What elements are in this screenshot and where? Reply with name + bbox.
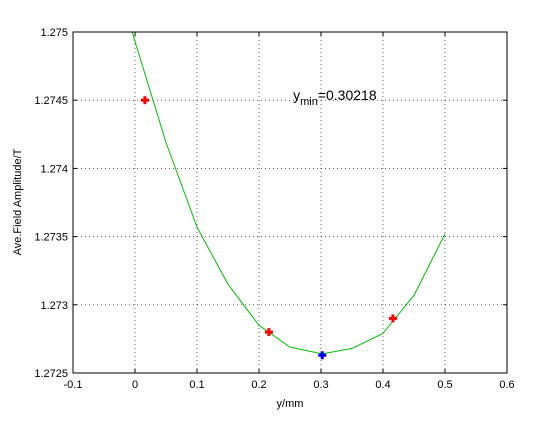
annotation-subscript: min [300,96,318,108]
x-tick-label: 0.1 [189,379,204,391]
x-tick-label: 0.6 [499,379,514,391]
x-tick-label: 0.5 [437,379,452,391]
y-axis-label: Ave.Field Amplitude/T [12,148,24,255]
data-point-marker [388,314,397,323]
minimum-point-marker [318,351,327,360]
tick-marks [72,31,508,374]
y-tick-label: 1.2725 [34,368,68,380]
annotation-value: =0.30218 [318,87,377,103]
y-tick-label: 1.273 [40,300,68,312]
data-point-marker [264,328,273,337]
x-tick-label: 0.4 [375,379,390,391]
x-tick-labels: -0.1 0 0.1 0.2 0.3 0.4 0.5 0.6 [64,379,515,391]
grid-lines [73,32,507,373]
ymin-annotation: ymin=0.30218 [293,87,377,108]
x-tick-label: -0.1 [64,379,83,391]
y-tick-label: 1.274 [40,163,68,175]
x-tick-label: 0.2 [251,379,266,391]
y-tick-label: 1.2745 [34,95,68,107]
y-tick-label: 1.275 [40,27,68,39]
x-tick-label: 0 [132,379,138,391]
axes-box [72,31,508,374]
y-tick-label: 1.2735 [34,232,68,244]
x-axis-label: y/mm [277,398,304,410]
y-tick-labels: 1.2725 1.273 1.2735 1.274 1.2745 1.275 [34,27,68,380]
plot-area [73,32,507,373]
fit-curve-layer [131,31,446,355]
data-point-marker [140,96,149,105]
data-points-layer [140,96,397,360]
fit-curve [131,31,446,355]
x-tick-label: 0.3 [313,379,328,391]
annotation-symbol: y [293,87,300,103]
